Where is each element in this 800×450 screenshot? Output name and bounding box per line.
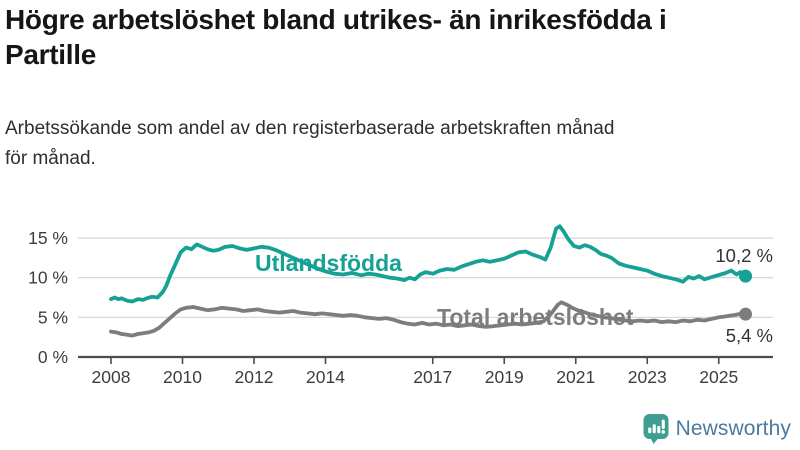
x-axis-tick-label: 2025 [699,367,738,387]
page-title-line-1: Högre arbetslöshet bland utrikes- än inr… [5,4,667,35]
y-axis-tick-label: 10 % [28,268,68,288]
series-label-utlandsfodda: Utlandsfödda [255,250,402,276]
series-label-total: Total arbetslöshet [437,304,634,330]
page-title: Högre arbetslöshet bland utrikes- än inr… [5,2,795,72]
newsworthy-bubble-chart-icon [643,414,669,444]
x-axis-tick-label: 2008 [92,367,131,387]
x-axis-tick-label: 2017 [413,367,452,387]
x-axis-tick-label: 2023 [628,367,667,387]
page-subtitle-line-1: Arbetssökande som andel av den registerb… [5,118,615,139]
series-end-dot-total [739,307,753,321]
y-axis-tick-label: 15 % [28,228,68,248]
page-subtitle: Arbetssökande som andel av den registerb… [5,114,795,174]
newsworthy-logo[interactable]: Newsworthy [643,413,791,444]
y-axis-tick-label: 0 % [38,347,68,367]
x-axis-tick-label: 2019 [485,367,524,387]
end-value-label-total: 5,4 % [726,325,773,346]
newsworthy-logo-text: Newsworthy [675,416,791,440]
page-title-line-2: Partille [5,39,96,70]
series-end-dot-utlandsfodda [739,269,753,283]
x-axis-tick-label: 2014 [306,367,345,387]
y-axis-tick-label: 5 % [38,307,68,327]
unemployment-line-chart: 0 % 5 % 10 % 15 % 2008 2010 2012 2014 2017 2019 20… [28,224,773,387]
x-axis-tick-label: 2021 [556,367,595,387]
x-axis-tick-label: 2012 [235,367,274,387]
page-subtitle-line-2: för månad. [5,148,96,169]
series-line-utlandsfodda [109,224,748,304]
series-line-total [109,300,748,338]
end-value-label-utlandsfodda: 10,2 % [715,245,773,266]
x-axis-tick-label: 2010 [163,367,202,387]
